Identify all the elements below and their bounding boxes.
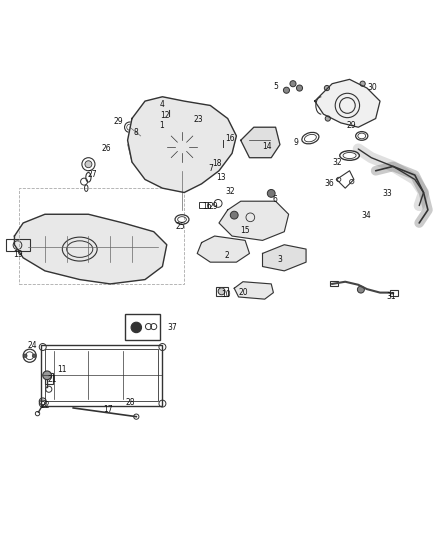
Bar bbox=[390, 290, 398, 296]
Text: 18: 18 bbox=[212, 159, 222, 168]
Circle shape bbox=[176, 140, 188, 154]
Text: 32: 32 bbox=[332, 158, 342, 166]
Polygon shape bbox=[315, 79, 380, 127]
Circle shape bbox=[167, 132, 197, 162]
Text: 30: 30 bbox=[367, 83, 377, 92]
Text: 22: 22 bbox=[40, 401, 49, 410]
Text: 9: 9 bbox=[293, 139, 298, 148]
Circle shape bbox=[24, 354, 27, 358]
Polygon shape bbox=[219, 201, 289, 240]
Circle shape bbox=[32, 354, 36, 358]
Text: 12: 12 bbox=[160, 110, 170, 119]
Bar bbox=[19, 188, 184, 284]
Circle shape bbox=[283, 87, 290, 93]
Text: 31: 31 bbox=[386, 293, 396, 302]
Bar bbox=[215, 287, 228, 296]
Text: 3: 3 bbox=[278, 255, 283, 264]
Circle shape bbox=[218, 288, 225, 295]
Text: 32: 32 bbox=[225, 187, 235, 196]
Polygon shape bbox=[14, 214, 167, 284]
Circle shape bbox=[138, 131, 148, 141]
Text: 5: 5 bbox=[273, 82, 278, 91]
Text: 25: 25 bbox=[176, 222, 186, 231]
Polygon shape bbox=[262, 245, 306, 271]
Text: 29: 29 bbox=[346, 122, 356, 131]
Text: 14: 14 bbox=[262, 142, 272, 151]
Text: 23: 23 bbox=[193, 115, 203, 124]
Bar bbox=[45, 373, 53, 384]
Text: 13: 13 bbox=[216, 173, 226, 182]
Text: 16: 16 bbox=[225, 134, 235, 143]
Text: 17: 17 bbox=[103, 405, 113, 414]
Text: 28: 28 bbox=[125, 398, 134, 407]
Bar bbox=[199, 202, 208, 208]
Text: 4: 4 bbox=[160, 100, 165, 109]
Text: 26: 26 bbox=[102, 144, 112, 154]
Text: 7: 7 bbox=[209, 164, 214, 173]
Text: 15: 15 bbox=[240, 226, 250, 235]
Text: 16: 16 bbox=[202, 203, 212, 212]
Text: 29: 29 bbox=[208, 202, 218, 211]
Bar bbox=[45, 349, 158, 401]
Circle shape bbox=[290, 80, 296, 87]
Circle shape bbox=[85, 161, 92, 168]
Bar bbox=[125, 314, 160, 341]
Polygon shape bbox=[127, 97, 237, 192]
Text: 21: 21 bbox=[48, 375, 57, 384]
Circle shape bbox=[131, 322, 141, 333]
Text: 37: 37 bbox=[168, 323, 177, 332]
Circle shape bbox=[230, 211, 238, 219]
Text: 20: 20 bbox=[238, 288, 248, 297]
Text: 29: 29 bbox=[113, 117, 123, 126]
Circle shape bbox=[267, 189, 275, 197]
Bar bbox=[6, 239, 30, 251]
Bar bbox=[330, 281, 338, 286]
Text: 8: 8 bbox=[134, 128, 139, 137]
Text: 24: 24 bbox=[27, 341, 37, 350]
Polygon shape bbox=[197, 236, 250, 262]
Text: 6: 6 bbox=[272, 195, 277, 204]
Circle shape bbox=[324, 85, 329, 91]
Text: 27: 27 bbox=[87, 169, 97, 179]
Text: 19: 19 bbox=[13, 251, 23, 259]
Circle shape bbox=[297, 85, 303, 91]
Polygon shape bbox=[234, 282, 273, 299]
Bar bbox=[218, 134, 229, 140]
Bar bbox=[192, 113, 201, 120]
Text: 34: 34 bbox=[361, 211, 371, 220]
Polygon shape bbox=[241, 127, 280, 158]
Text: 36: 36 bbox=[325, 179, 335, 188]
Circle shape bbox=[360, 81, 365, 86]
Text: 1: 1 bbox=[159, 120, 164, 130]
Text: 33: 33 bbox=[382, 189, 392, 198]
Bar bbox=[41, 345, 162, 406]
Text: 2: 2 bbox=[224, 251, 229, 260]
Circle shape bbox=[325, 116, 330, 121]
Text: 10: 10 bbox=[221, 290, 230, 299]
Circle shape bbox=[43, 371, 51, 379]
Text: 11: 11 bbox=[57, 365, 67, 374]
Circle shape bbox=[357, 286, 364, 293]
